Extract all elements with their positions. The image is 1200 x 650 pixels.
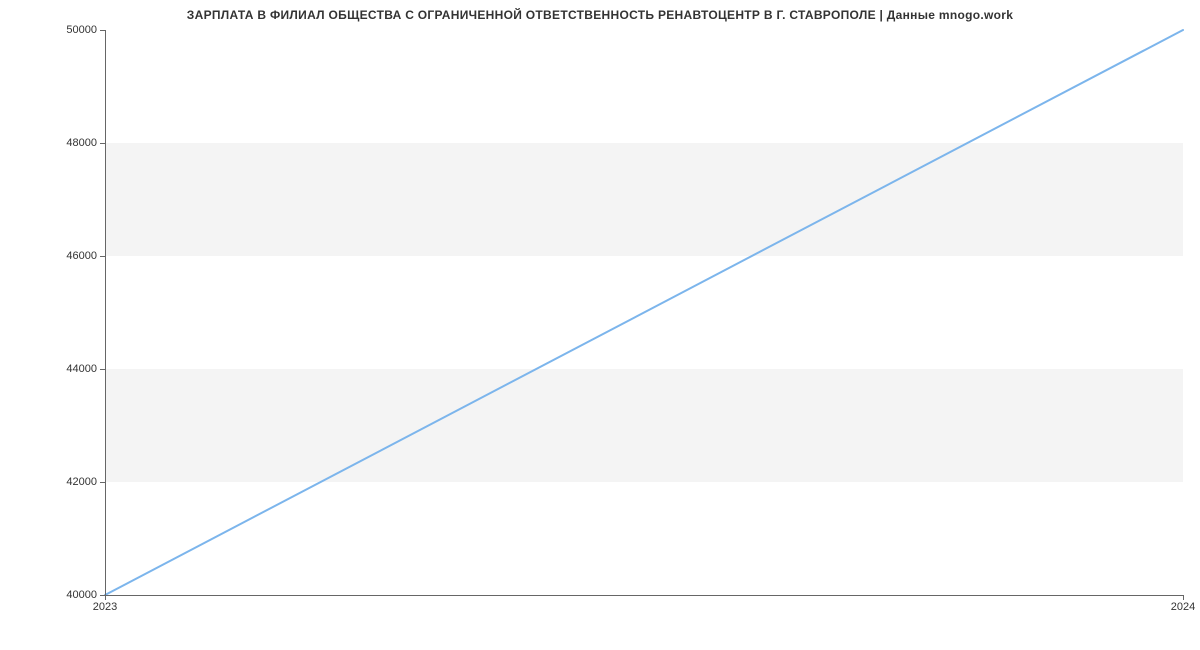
y-tick-label: 46000: [66, 250, 97, 262]
x-tick-mark: [105, 595, 106, 600]
plot-area: 40000420004400046000480005000020232024: [105, 30, 1183, 595]
y-axis-line: [105, 30, 106, 595]
y-tick-label: 42000: [66, 476, 97, 488]
x-tick-mark: [1183, 595, 1184, 600]
y-tick-mark: [100, 369, 105, 370]
y-tick-label: 48000: [66, 137, 97, 149]
x-tick-label: 2024: [1171, 601, 1195, 613]
y-tick-label: 50000: [66, 24, 97, 36]
x-tick-label: 2023: [93, 601, 117, 613]
y-tick-label: 44000: [66, 363, 97, 375]
y-tick-mark: [100, 143, 105, 144]
y-tick-mark: [100, 256, 105, 257]
chart-container: ЗАРПЛАТА В ФИЛИАЛ ОБЩЕСТВА С ОГРАНИЧЕННО…: [0, 0, 1200, 650]
y-tick-label: 40000: [66, 589, 97, 601]
y-tick-mark: [100, 30, 105, 31]
series-line: [105, 30, 1183, 595]
line-layer: [105, 30, 1183, 595]
chart-title: ЗАРПЛАТА В ФИЛИАЛ ОБЩЕСТВА С ОГРАНИЧЕННО…: [0, 8, 1200, 22]
y-tick-mark: [100, 482, 105, 483]
x-axis-line: [105, 595, 1183, 596]
